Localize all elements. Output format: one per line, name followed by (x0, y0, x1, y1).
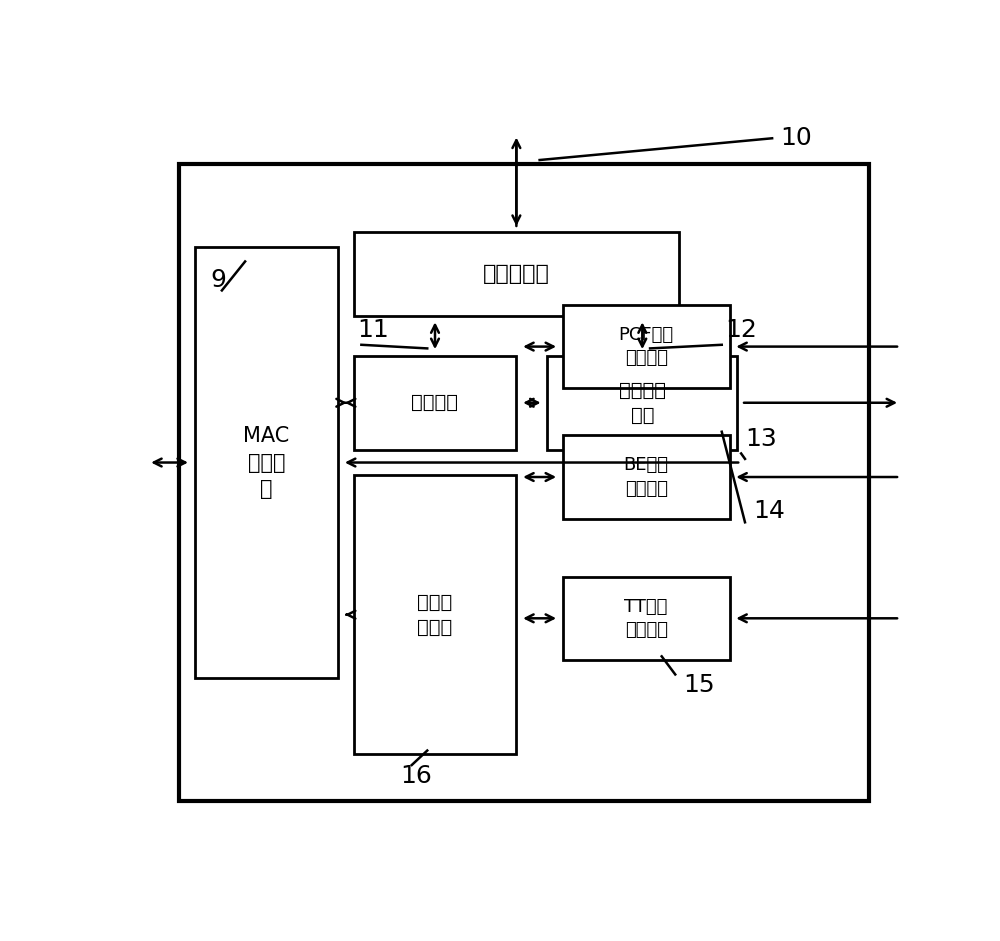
Bar (354, 475, 516, 754)
Bar (354, 356, 516, 450)
Text: 10: 10 (780, 126, 812, 151)
Text: 16: 16 (400, 764, 432, 788)
Text: PCF发送
缓存模块: PCF发送 缓存模块 (619, 326, 674, 367)
Bar (547, 356, 737, 450)
Text: 13: 13 (745, 427, 777, 451)
Bar (563, 305, 730, 389)
Text: 12: 12 (726, 318, 758, 343)
Bar (195, 247, 338, 678)
Bar (563, 577, 730, 660)
Text: 过滤模块: 过滤模块 (412, 393, 458, 412)
Text: BE发送
缓存模块: BE发送 缓存模块 (624, 456, 669, 498)
Bar (563, 436, 730, 518)
Text: TT发送
缓存模块: TT发送 缓存模块 (624, 598, 668, 639)
Text: MAC
控制模
块: MAC 控制模 块 (243, 426, 290, 499)
Text: 15: 15 (683, 674, 715, 697)
Text: 发送仲
裁模块: 发送仲 裁模块 (417, 593, 453, 637)
Text: 11: 11 (358, 318, 389, 343)
Text: 流量管理
模块: 流量管理 模块 (619, 381, 666, 424)
Text: 转发配置表: 转发配置表 (483, 264, 550, 284)
Bar (179, 164, 869, 802)
Text: 9: 9 (210, 267, 226, 292)
Text: 14: 14 (753, 500, 785, 523)
Bar (354, 232, 679, 316)
